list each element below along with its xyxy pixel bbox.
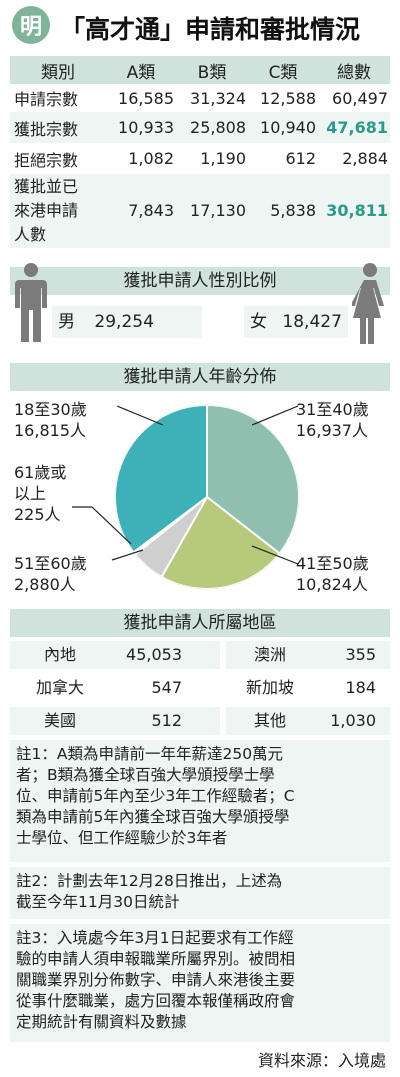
region-section-title: 獲批申請人所屬地區 — [10, 609, 390, 637]
cell-a: 7,843 — [106, 174, 176, 248]
age-pie-chart — [72, 403, 300, 590]
note-line: 註3：入境處今年3月1日起要求有工作經 — [16, 929, 294, 947]
table-row: 申請宗數 16,585 31,324 12,588 60,497 — [10, 84, 390, 112]
table-header-row: 類別 A類 B類 C類 總數 — [10, 56, 390, 84]
region-value: 184 — [345, 678, 376, 697]
row-label: 獲批宗數 — [10, 112, 106, 143]
male-value: 29,254 — [94, 312, 154, 332]
note-line: 士學位、但工作經驗少於3年者 — [16, 829, 228, 847]
label-range: 41至50歲 — [296, 554, 369, 573]
application-table: 類別 A類 B類 C類 總數 申請宗數 16,585 31,324 12,588… — [10, 56, 390, 248]
region-name: 新加坡 — [246, 678, 295, 697]
region-value: 547 — [151, 678, 182, 697]
cell-a: 10,933 — [106, 112, 176, 143]
region-name: 澳洲 — [254, 645, 287, 664]
female-count-box: 女 18,427 — [244, 306, 348, 338]
cell-c: 5,838 — [248, 174, 318, 248]
row-label: 申請宗數 — [14, 90, 79, 109]
label-count: 16,937人 — [296, 421, 368, 440]
male-label: 男 — [58, 312, 75, 332]
cell-total: 60,497 — [332, 88, 388, 108]
note-line: 類為申請前5年內獲全球百強大學頒授學 — [16, 808, 290, 826]
table-row: 美國 512 其他 1,030 — [10, 707, 390, 735]
male-count-box: 男 29,254 — [52, 306, 202, 338]
region-name: 內地 — [44, 645, 77, 664]
cell-b: 17,130 — [176, 174, 248, 248]
label-count: 2,880人 — [14, 575, 76, 594]
table-row: 獲批宗數 10,933 25,808 10,940 47,681 — [10, 112, 390, 143]
table-row: 獲批並已 來港申請 人數 7,843 17,130 5,838 30,811 — [10, 174, 390, 248]
cell-total: 47,681 — [318, 112, 390, 143]
note-line: 位、申請前5年內至少3年工作經驗者；C — [16, 787, 295, 805]
label-count: 10,824人 — [296, 575, 368, 594]
row-label-line: 來港申請 — [14, 201, 79, 220]
note-line: 從事什麼職業，處方回覆本報僅稱政府會 — [16, 992, 296, 1010]
gender-section-title: 獲批申請人性別比例 — [10, 267, 390, 295]
age-section-title: 獲批申請人年齡分佈 — [10, 363, 390, 391]
header-b: B類 — [176, 56, 248, 84]
label-range: 以上 — [14, 484, 47, 503]
region-value: 45,053 — [126, 645, 182, 664]
female-value: 18,427 — [282, 312, 342, 332]
label-count: 225人 — [14, 505, 61, 524]
female-label: 女 — [250, 312, 267, 332]
header-total: 總數 — [318, 56, 390, 84]
cell-c: 12,588 — [260, 88, 316, 108]
label-count: 16,815人 — [14, 421, 86, 440]
label-range: 61歲或 — [14, 463, 67, 482]
label-range: 51至60歲 — [14, 554, 87, 573]
note-line: 截至今年11月30日統計 — [16, 893, 180, 911]
cell-b: 1,190 — [200, 149, 246, 168]
region-name: 美國 — [44, 711, 77, 730]
row-label: 獲批並已 來港申請 人數 — [10, 174, 106, 248]
note-line: 註1：A類為申請前一年年薪達250萬元 — [16, 745, 284, 763]
note-line: 者；B類為獲全球百強大學頒授學士學 — [16, 766, 275, 784]
cell-b: 31,324 — [190, 88, 246, 108]
newspaper-logo-icon: 明 — [12, 6, 50, 44]
region-name: 加拿大 — [36, 678, 85, 697]
note-3: 註3：入境處今年3月1日起要求有工作經 驗的申請人須申報職業所屬界別。被問相 關… — [10, 924, 390, 1042]
cell-total: 30,811 — [318, 174, 390, 248]
header: 明 「高才通」申請和審批情況 — [0, 0, 400, 52]
source-credit: 資料來源：入境處 — [257, 1051, 386, 1070]
table-row: 內地 45,053 澳洲 355 — [10, 641, 390, 669]
header-a: A類 — [106, 56, 176, 84]
label-range: 18至30歲 — [14, 400, 87, 419]
region-value: 355 — [345, 645, 376, 664]
header-c: C類 — [248, 56, 318, 84]
note-2: 註2：計劃去年12月28日推出，上述為 截至今年11月30日統計 — [10, 867, 390, 919]
note-line: 定期統計有關資料及數據 — [16, 1013, 187, 1031]
label-18-30: 18至30歲 16,815人 — [14, 399, 87, 441]
label-61-plus: 61歲或 以上 225人 — [14, 462, 66, 525]
label-51-60: 51至60歲 2,880人 — [14, 553, 87, 595]
female-icon — [352, 263, 384, 344]
label-31-40: 31至40歲 16,937人 — [296, 399, 369, 441]
region-value: 1,030 — [330, 711, 376, 730]
cell-a: 16,585 — [118, 88, 174, 108]
label-range: 31至40歲 — [296, 400, 369, 419]
cell-b: 25,808 — [176, 112, 248, 143]
row-label-line: 獲批並已 — [14, 177, 79, 196]
note-line: 關職業界別分佈數字、申請人來港後主要 — [16, 971, 296, 989]
region-name: 其他 — [254, 711, 287, 730]
row-label-line: 人數 — [14, 225, 47, 244]
table-row: 加拿大 547 新加坡 184 — [10, 674, 390, 702]
male-icon — [15, 263, 47, 342]
table-row: 拒絕宗數 1,082 1,190 612 2,884 — [10, 143, 390, 174]
cell-a: 1,082 — [128, 149, 174, 168]
row-label: 拒絕宗數 — [14, 150, 79, 170]
page-title: 「高才通」申請和審批情況 — [60, 15, 361, 44]
label-41-50: 41至50歲 10,824人 — [296, 553, 369, 595]
cell-total: 2,884 — [342, 149, 388, 168]
header-category: 類別 — [10, 56, 106, 84]
cell-c: 612 — [285, 149, 316, 168]
pie-outline — [114, 404, 300, 590]
note-line: 註2：計劃去年12月28日推出，上述為 — [16, 872, 283, 890]
note-1: 註1：A類為申請前一年年薪達250萬元 者；B類為獲全球百強大學頒授學士學 位、… — [10, 740, 390, 862]
region-value: 512 — [151, 711, 182, 730]
cell-c: 10,940 — [248, 112, 318, 143]
note-line: 驗的申請人須申報職業所屬界別。被問相 — [16, 950, 296, 968]
